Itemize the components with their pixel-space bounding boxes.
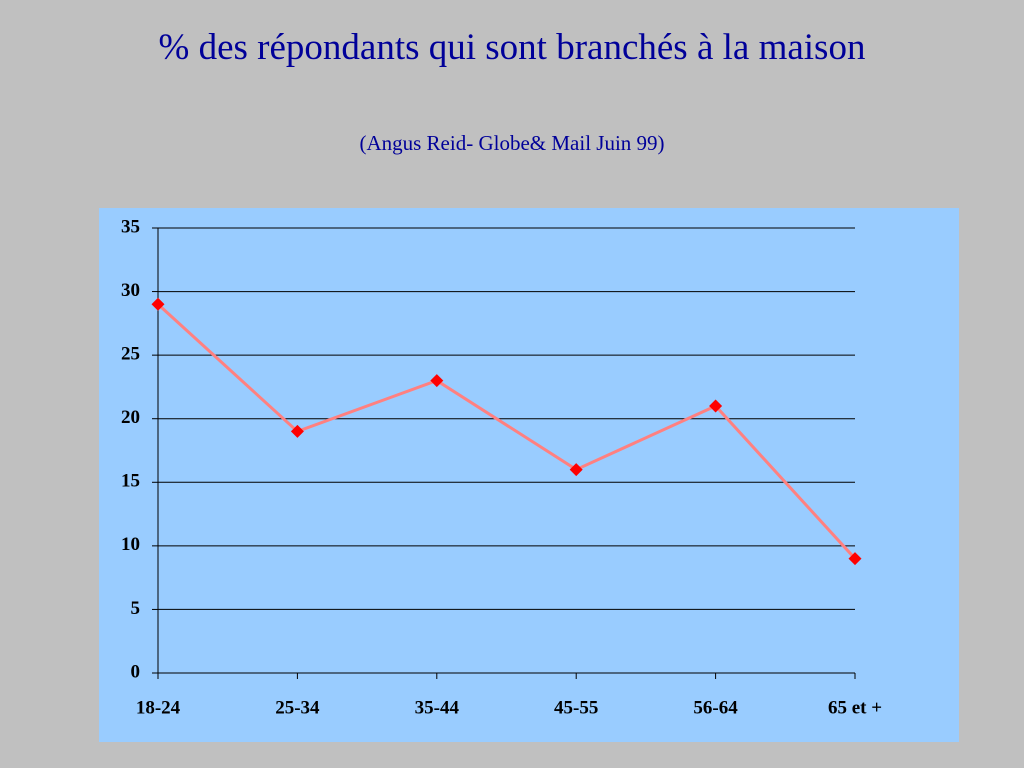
y-tick-label: 25 (121, 344, 140, 365)
data-marker (290, 424, 304, 438)
y-tick-label: 0 (131, 661, 141, 682)
x-tick-label: 25-34 (275, 697, 320, 718)
data-marker (151, 297, 165, 311)
y-tick-label: 10 (121, 534, 140, 555)
x-tick-label: 65 et + (828, 697, 882, 718)
data-marker (569, 463, 583, 477)
chart-title: % des répondants qui sont branchés à la … (158, 27, 866, 68)
y-tick-label: 20 (121, 407, 140, 428)
x-tick-label: 45-55 (554, 697, 598, 718)
x-tick-label: 56-64 (693, 697, 738, 718)
data-marker (430, 374, 444, 388)
data-marker (709, 399, 723, 413)
chart-area (99, 208, 959, 742)
y-tick-label: 5 (131, 598, 141, 619)
y-tick-label: 30 (121, 280, 140, 301)
y-tick-label: 35 (121, 216, 140, 237)
x-tick-label: 35-44 (415, 697, 460, 718)
x-tick-label: 18-24 (136, 697, 181, 718)
data-line (156, 303, 857, 560)
chart-subtitle: (Angus Reid- Globe& Mail Juin 99) (359, 131, 665, 155)
y-tick-label: 15 (121, 471, 140, 492)
data-marker (848, 552, 862, 566)
